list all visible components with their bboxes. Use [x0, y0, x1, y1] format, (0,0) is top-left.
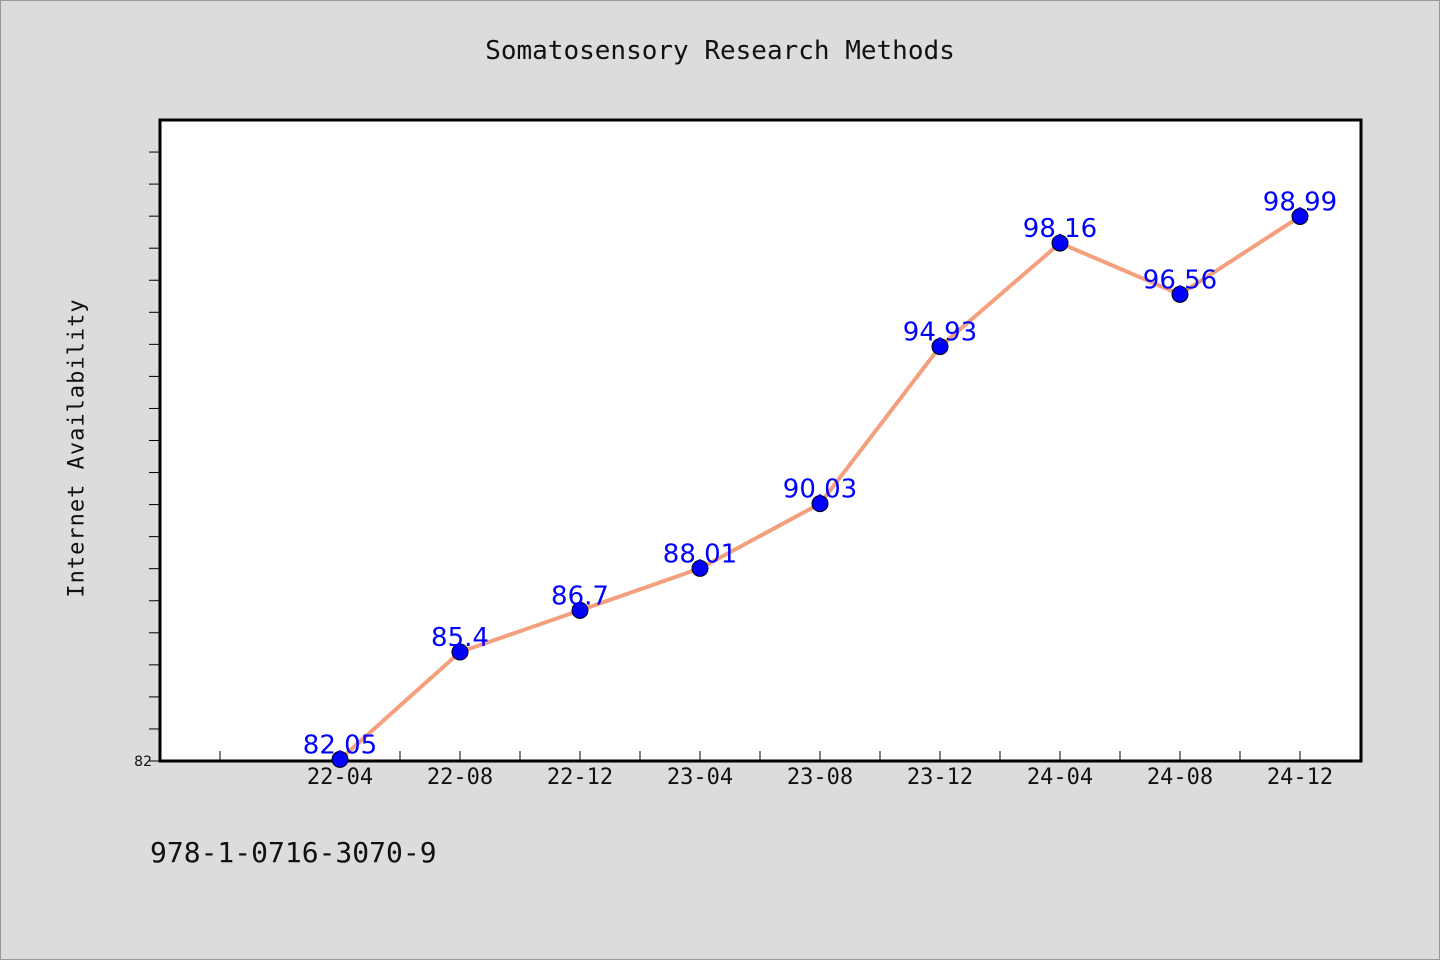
x-tick-label: 22-08 — [427, 765, 493, 790]
x-axis-ticks: 22-04 22-08 22-12 23-04 23-08 23-12 24-04 24-08… — [219, 751, 1361, 790]
data-point — [571, 601, 589, 619]
data-point — [1171, 285, 1189, 303]
x-tick-label: 23-12 — [907, 765, 973, 790]
data-label: 96.56 — [1143, 265, 1217, 295]
data-point — [331, 750, 349, 768]
data-label: 86.7 — [551, 581, 609, 611]
x-tick-label: 24-08 — [1147, 765, 1213, 790]
data-label: 82.05 — [303, 730, 377, 760]
x-tick-label: 24-04 — [1027, 765, 1093, 790]
data-label: 98.16 — [1023, 214, 1097, 244]
isbn-code: 978-1-0716-3070-9 — [150, 836, 437, 869]
data-point — [451, 643, 469, 661]
data-label: 85.4 — [431, 623, 489, 653]
data-point — [1051, 234, 1069, 252]
data-point — [931, 338, 949, 356]
data-point — [1291, 207, 1309, 225]
y-tick-label: 82 — [134, 754, 152, 770]
y-axis-ticks: 82 — [134, 151, 160, 770]
plot-area — [158, 118, 1363, 763]
data-label: 94.93 — [903, 318, 977, 348]
data-labels: 82.05 85.4 86.7 88.01 90.03 94.93 98.16 96.56 98… — [303, 187, 1337, 760]
data-label: 98.99 — [1263, 187, 1337, 217]
data-point — [811, 495, 829, 513]
data-point — [691, 559, 709, 577]
data-label: 88.01 — [663, 539, 737, 569]
chart-title: Somatosensory Research Methods — [485, 36, 955, 66]
x-tick-label: 22-12 — [547, 765, 613, 790]
x-tick-label: 22-04 — [307, 765, 373, 790]
x-tick-label: 24-12 — [1267, 765, 1333, 790]
series-points — [331, 207, 1309, 768]
x-tick-label: 23-04 — [667, 765, 733, 790]
x-tick-label: 23-08 — [787, 765, 853, 790]
data-label: 90.03 — [783, 475, 857, 505]
